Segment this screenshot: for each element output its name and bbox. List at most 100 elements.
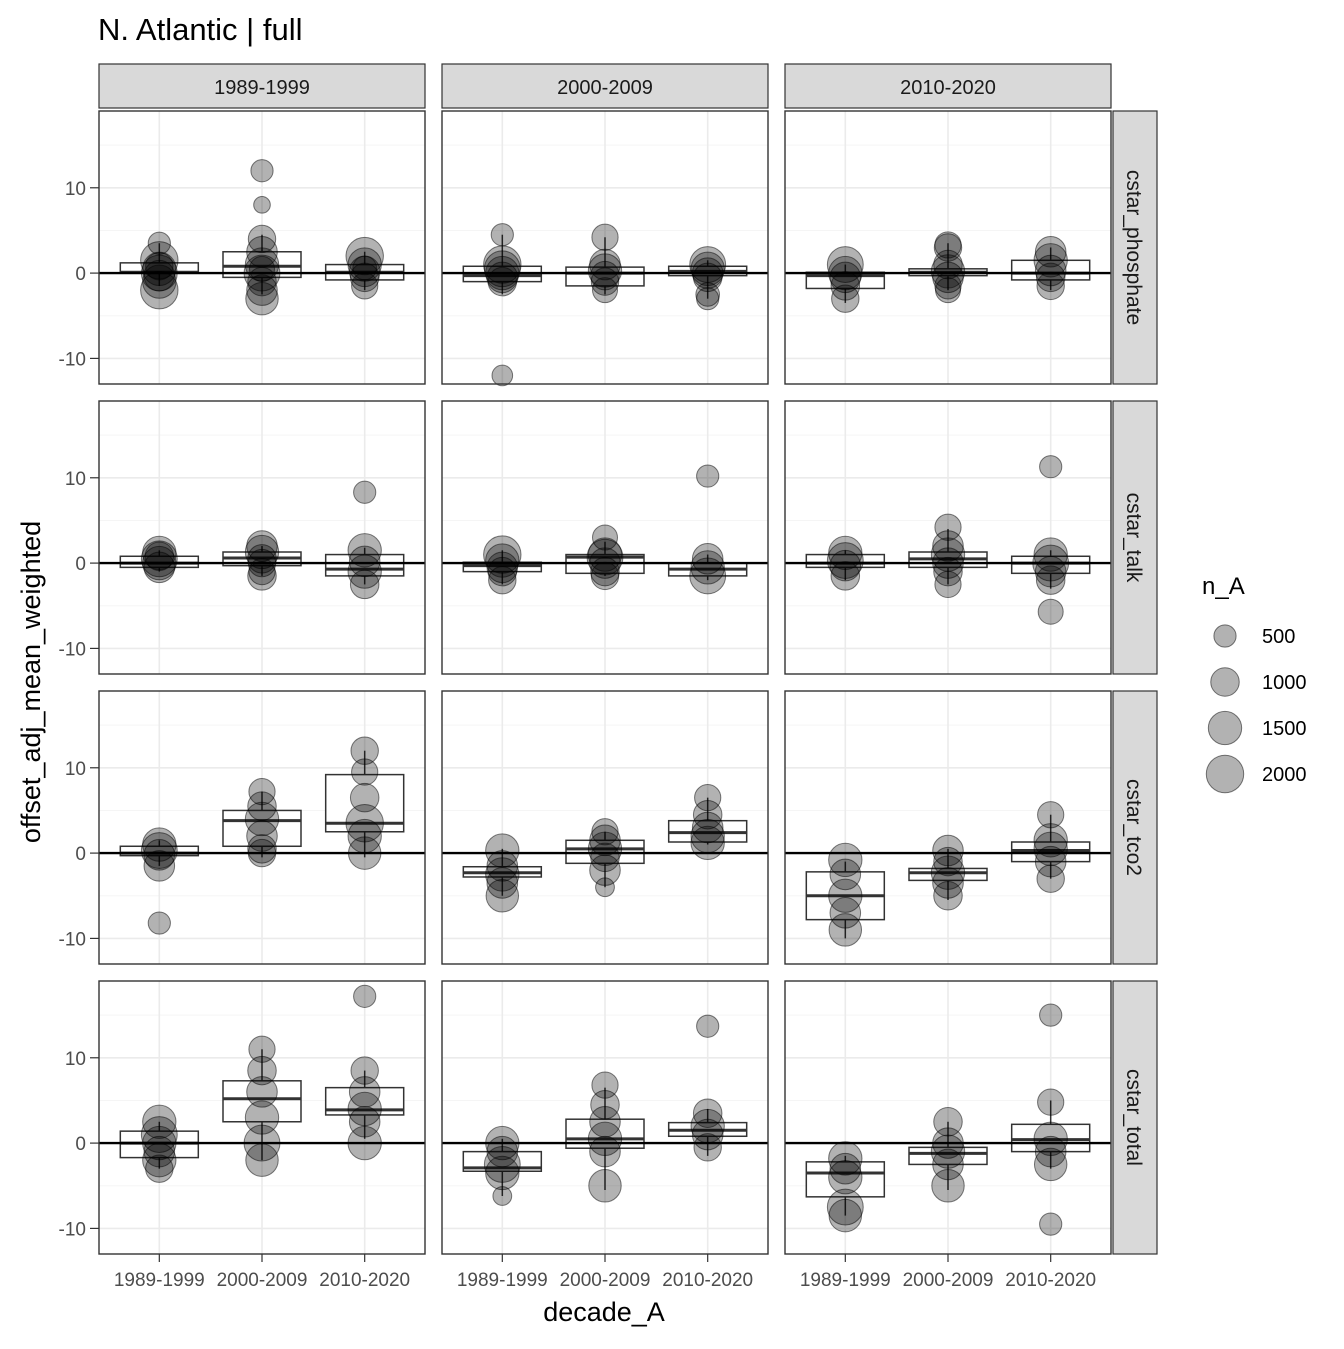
data-point [694,784,722,812]
data-point [143,850,176,882]
panel-border [784,400,1112,675]
data-point [349,569,380,600]
data-point [486,850,519,882]
data-point [930,855,966,890]
panel-grid: 1989-1999 2000-2009 2010-2020 cstar_phospha… [59,63,1158,1291]
y-tick-label: -10 [59,1219,86,1240]
data-point [1033,243,1068,278]
column-strip [441,63,769,109]
data-point [247,561,277,591]
box [805,1161,886,1198]
data-point [1033,1121,1068,1156]
row-strip [1112,110,1158,385]
data-point [246,1076,278,1108]
y-tick-label: 0 [75,264,86,285]
data-point [348,1105,381,1138]
data-point [350,1056,379,1085]
data-point [829,858,862,891]
x-tick-label: 2010-2020 [662,1270,753,1291]
data-point [595,877,615,898]
y-tick-label: 10 [65,759,86,780]
y-tick-label: 10 [65,1049,86,1070]
data-point [689,557,727,595]
data-point [483,1145,521,1183]
data-point [828,842,863,878]
data-point [826,1188,864,1226]
data-point [692,1098,723,1128]
column-strip-label: 2000-2009 [557,77,653,99]
data-point [587,253,623,288]
data-point [488,565,517,595]
data-point [147,231,171,255]
data-point [1039,455,1063,479]
data-point [1033,831,1068,866]
data-point [485,857,520,892]
data-point [147,911,171,935]
data-point [487,556,518,587]
data-point [145,252,174,281]
legend-title: n_A [1202,573,1245,600]
data-point [1037,801,1065,829]
facet-panel [98,980,426,1255]
data-point [247,224,277,254]
data-point [696,1014,720,1038]
facet-panel [784,110,1112,385]
data-point [1033,1147,1068,1182]
data-point [931,1169,965,1203]
x-tick-label: 1989-1999 [114,1270,205,1291]
data-point [934,513,962,541]
data-point [244,534,280,570]
data-point [244,1100,280,1135]
data-point [143,551,176,584]
data-point [828,1141,863,1176]
x-tick-label: 2010-2020 [319,1270,410,1291]
data-point [589,824,621,857]
x-tick-label: 2010-2020 [1005,1270,1096,1291]
row-strip [1112,400,1158,675]
data-point [140,270,179,310]
data-point [590,267,620,296]
box [908,867,988,882]
data-point [1037,1088,1065,1116]
panel-border [98,980,426,1255]
row-strip-label: cstar_tco2 [1122,779,1145,876]
x-tick-label: 2000-2009 [903,1270,994,1291]
x-tick-label: 1989-1999 [457,1270,548,1291]
data-point [690,825,725,861]
data-point [1039,1212,1063,1236]
data-point [144,541,175,572]
data-point [590,260,620,291]
row-strip [1112,690,1158,965]
data-point [351,758,379,786]
row-strip-label: cstar_talk [1122,493,1145,583]
size-legend: n_A 500 1000 1500 2000 [1202,573,1307,794]
box [1010,259,1091,281]
panel-border [98,400,426,675]
data-point [349,262,380,293]
data-point [933,233,963,262]
data-point [932,530,964,562]
data-point [591,223,619,251]
data-point [1036,864,1065,893]
row-strip-label: cstar_phosphate [1122,170,1145,325]
data-point [696,464,720,488]
chart-title: N. Atlantic | full [98,12,302,47]
data-point [696,287,720,311]
data-point [826,542,864,579]
data-point [145,1154,174,1183]
legend-label: 2000 [1262,764,1307,786]
data-point [249,255,275,282]
panel-border [441,400,769,675]
data-point [588,1169,622,1203]
data-point [830,561,861,591]
data-point [353,480,377,504]
box [565,839,645,865]
data-point [829,897,862,929]
y-tick-label: 10 [65,179,86,200]
column-strip-label: 1989-1999 [214,77,310,99]
box [222,809,302,848]
facet-panel [784,980,1112,1255]
data-point [1035,262,1066,293]
data-point [347,1091,382,1127]
data-point [933,846,963,877]
